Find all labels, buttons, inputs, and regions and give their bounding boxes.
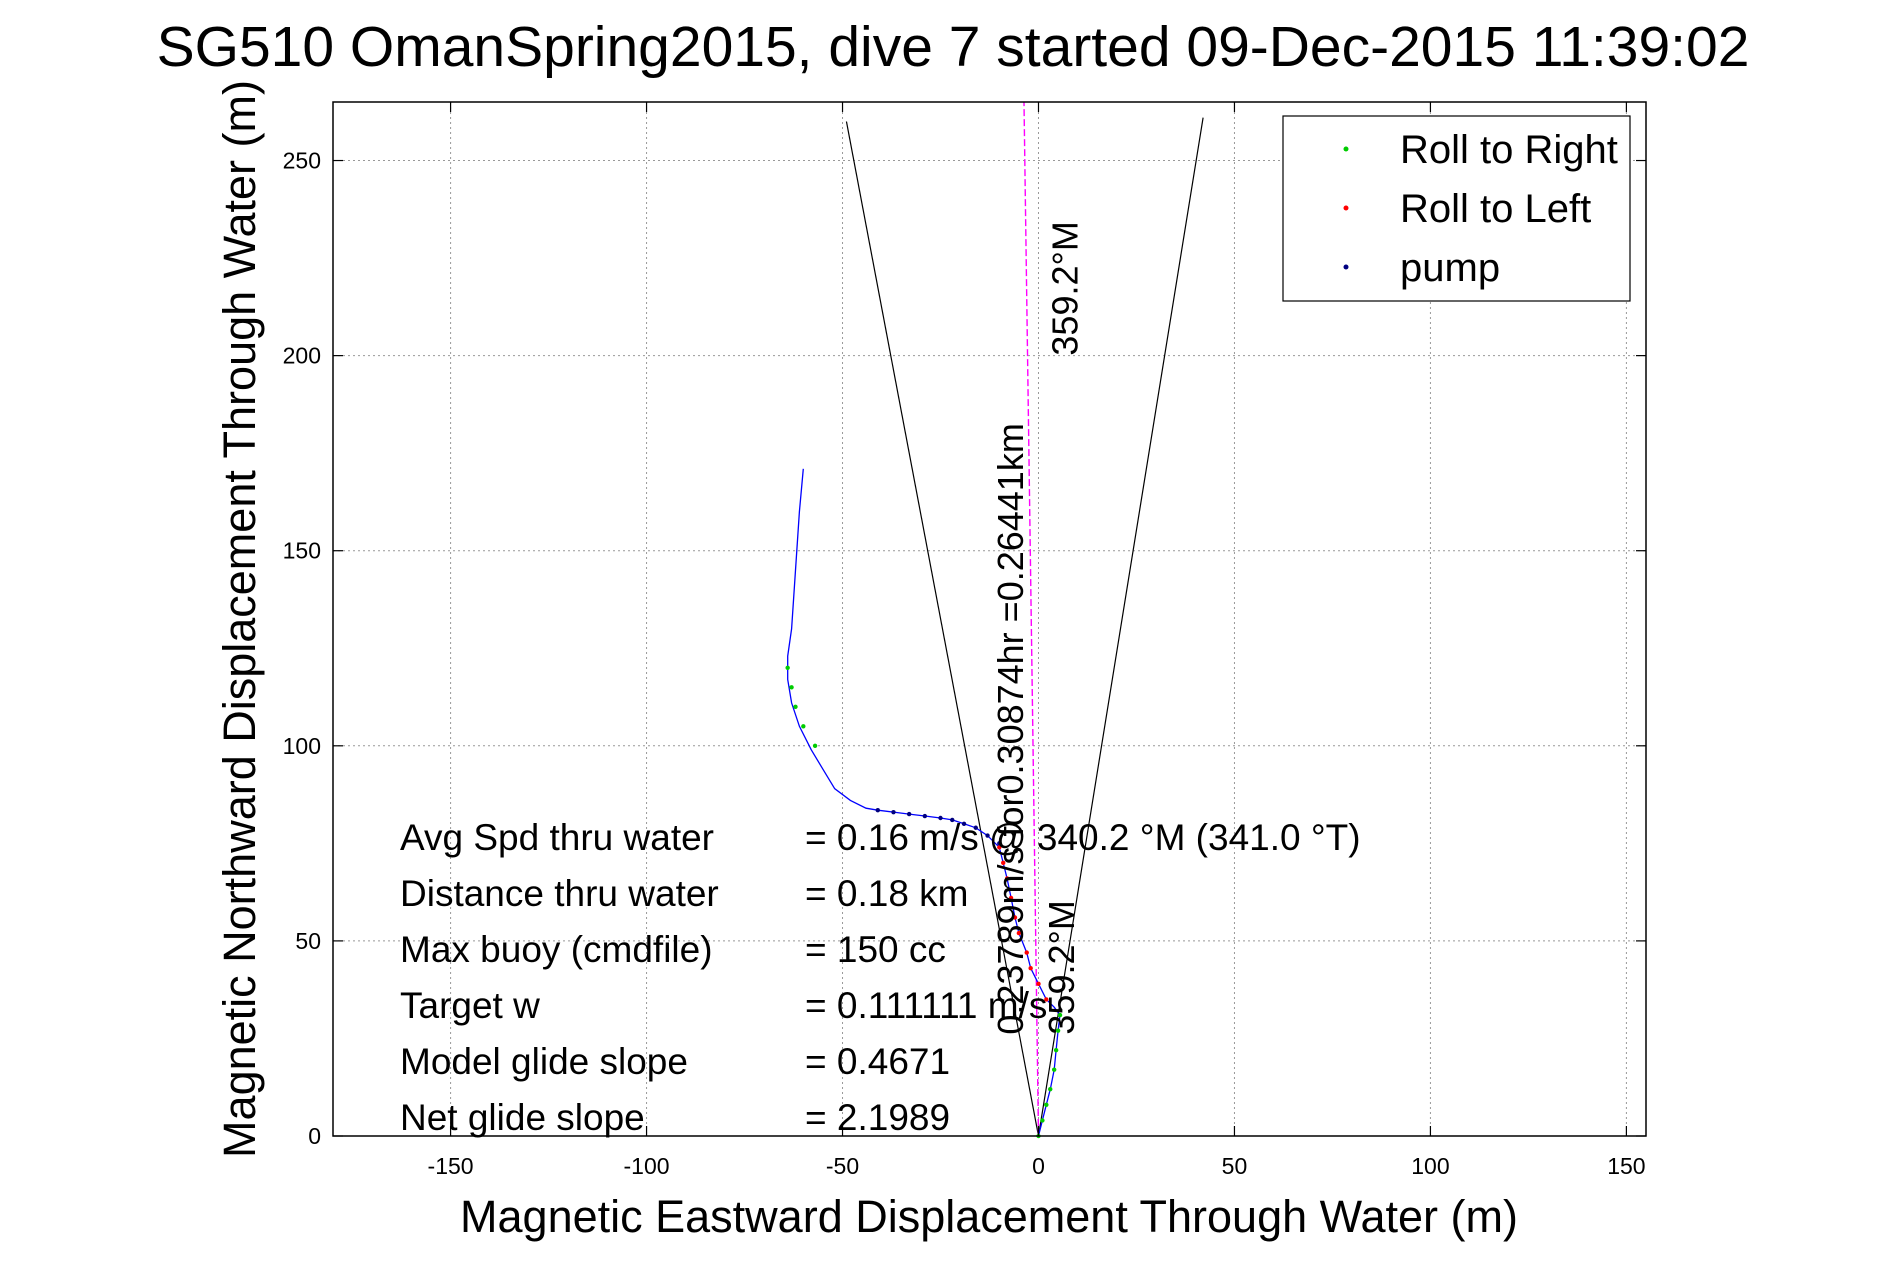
stat-value: = 150 cc xyxy=(805,929,946,970)
data-point xyxy=(1044,1102,1049,1107)
data-point xyxy=(801,724,806,729)
y-tick-label: 150 xyxy=(283,538,321,564)
heading-line xyxy=(1023,101,1040,1137)
data-point xyxy=(1028,966,1033,971)
track-annotation: 0.23789m/s for0.30874hr =0.26441km xyxy=(990,423,1031,1034)
data-point xyxy=(785,665,790,670)
y-tick-label: 250 xyxy=(283,148,321,174)
track-annotations: 0.23789m/s for0.30874hr =0.26441km359.2°… xyxy=(990,221,1086,1034)
y-tick-label: 200 xyxy=(283,343,321,369)
series-1 xyxy=(997,845,1049,1002)
data-point xyxy=(922,813,928,819)
data-point xyxy=(1048,1086,1053,1092)
stat-label: Avg Spd thru water xyxy=(400,817,714,858)
y-axis-label: Magnetic Northward Displacement Through … xyxy=(214,80,265,1158)
track-annotation: 359.2°M xyxy=(1041,900,1082,1034)
data-point xyxy=(875,807,880,813)
legend-box xyxy=(1282,115,1631,302)
stat-label: Target w xyxy=(400,985,540,1026)
stat-value: = 0.18 km xyxy=(805,873,969,914)
y-tick-label: 0 xyxy=(308,1123,321,1149)
x-tick-label: -100 xyxy=(624,1153,670,1179)
data-point xyxy=(973,825,978,830)
data-point xyxy=(789,685,794,690)
data-point xyxy=(938,815,943,821)
x-tick-label: -50 xyxy=(826,1153,859,1179)
data-point xyxy=(1051,1067,1057,1072)
data-point xyxy=(1008,895,1014,901)
legend-label: pump xyxy=(1400,246,1500,290)
data-point xyxy=(906,811,912,817)
data-point xyxy=(997,841,1002,846)
data-point xyxy=(950,817,955,823)
x-axis-label: Magnetic Eastward Displacement Through W… xyxy=(460,1191,1518,1242)
x-tick-label: 150 xyxy=(1607,1153,1645,1179)
stat-value: = 0.4671 xyxy=(805,1041,950,1082)
stat-label: Max buoy (cmdfile) xyxy=(400,929,713,970)
data-point xyxy=(1004,876,1010,881)
x-tick-label: 50 xyxy=(1222,1153,1248,1179)
legend-marker xyxy=(1343,264,1349,270)
data-point xyxy=(1001,860,1006,866)
legend-marker xyxy=(1343,205,1349,211)
data-point xyxy=(812,743,818,749)
legend-label: Roll to Right xyxy=(1400,128,1618,172)
data-point xyxy=(891,809,896,815)
data-point xyxy=(1012,915,1018,920)
chart-title: SG510 OmanSpring2015, dive 7 started 09-… xyxy=(157,15,1750,79)
data-point xyxy=(1024,950,1029,955)
x-tick-label: -150 xyxy=(428,1153,474,1179)
stat-label: Model glide slope xyxy=(400,1041,688,1082)
track-annotation: 359.2°M xyxy=(1045,221,1086,355)
legend: Roll to Right Roll to Left pump xyxy=(1282,115,1631,302)
data-point xyxy=(1053,1047,1059,1053)
plot-data xyxy=(785,101,1204,1139)
stat-value: = 2.1989 xyxy=(805,1097,950,1138)
data-point xyxy=(1044,997,1049,1002)
data-point xyxy=(793,704,798,709)
data-point xyxy=(1055,1028,1061,1033)
heading-cone-line xyxy=(845,121,1040,1137)
axis-ticks: -150 -100 -50 0 50 100 150 0 50 100 150 200 250 xyxy=(283,102,1646,1179)
data-point xyxy=(997,845,1002,850)
data-point xyxy=(985,833,990,838)
y-tick-label: 50 xyxy=(295,928,321,954)
data-point xyxy=(1016,930,1022,936)
x-tick-label: 0 xyxy=(1032,1153,1045,1179)
data-point xyxy=(961,821,967,827)
plot-frame xyxy=(332,101,1647,1137)
legend-label: Roll to Left xyxy=(1400,187,1591,231)
legend-marker xyxy=(1343,146,1349,152)
heading-cone-line xyxy=(1037,117,1204,1137)
data-point xyxy=(1057,1012,1063,1018)
stat-value: = 0.111111 m/s xyxy=(805,985,1047,1026)
stat-label: Distance thru water xyxy=(400,873,719,914)
y-tick-label: 100 xyxy=(283,733,321,759)
dive-stats-block: Avg Spd thru water = 0.16 m/s @ 340.2 °M … xyxy=(400,817,1361,1138)
x-tick-label: 100 xyxy=(1411,1153,1449,1179)
data-point xyxy=(1040,1118,1045,1123)
data-point xyxy=(1036,981,1041,987)
series-2 xyxy=(875,807,1002,846)
stat-label: Net glide slope xyxy=(400,1097,645,1138)
stat-value: = 0.16 m/s @ 340.2 °M (341.0 °T) xyxy=(805,817,1361,858)
